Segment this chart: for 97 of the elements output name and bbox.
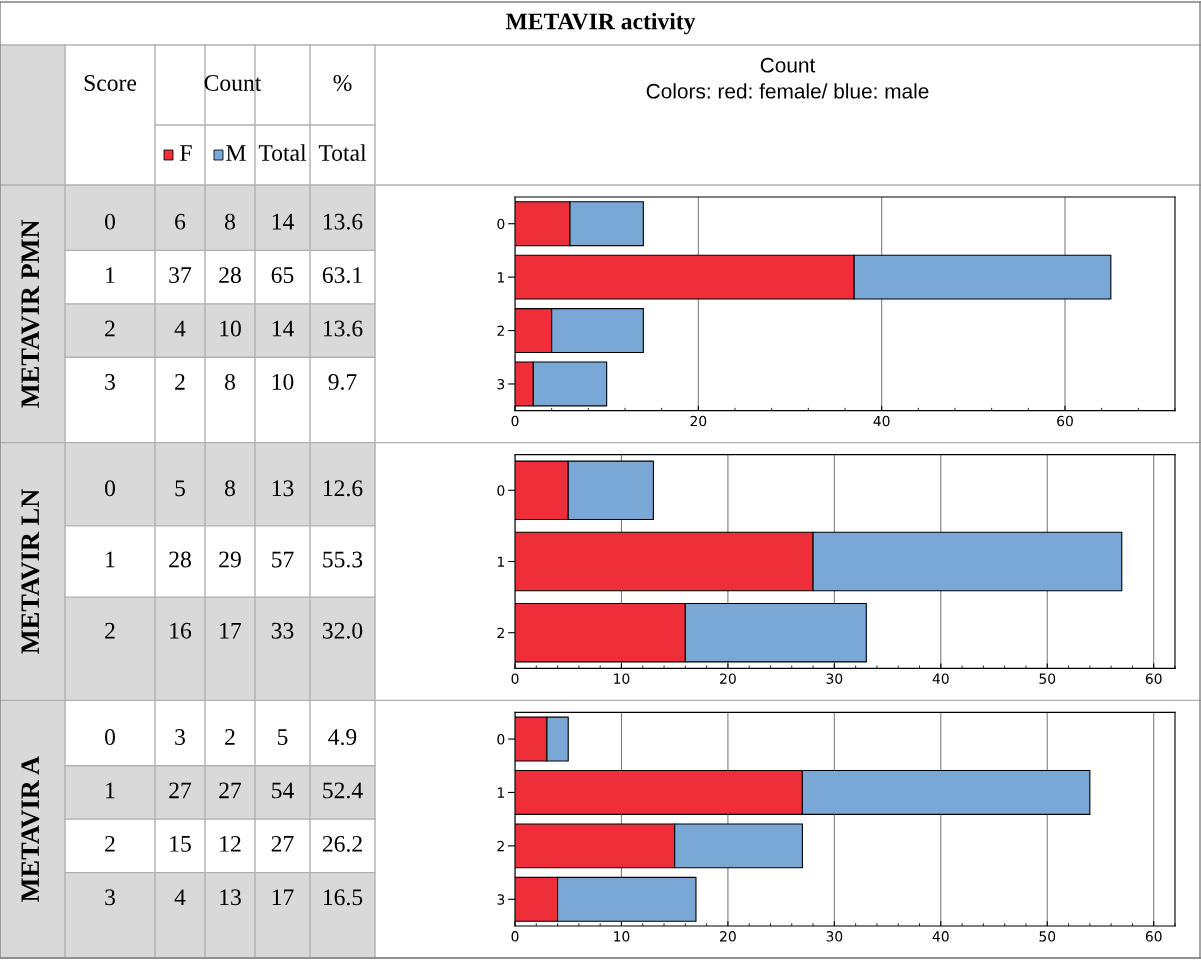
text: 33 bbox=[271, 622, 294, 639]
text: 54 bbox=[272, 782, 294, 799]
category-label: 2 bbox=[105, 320, 115, 337]
data-label: 29 bbox=[219, 551, 241, 568]
category-label: 1 bbox=[106, 551, 115, 568]
text: 57 bbox=[272, 551, 294, 568]
data-label: 15 bbox=[170, 835, 191, 852]
y-tick-label: 1 bbox=[497, 272, 504, 283]
text: 17 bbox=[272, 889, 294, 905]
category-label: 3 bbox=[105, 374, 115, 390]
data-label: 28 bbox=[219, 267, 241, 284]
x-tick-label: 20 bbox=[720, 931, 736, 942]
data-label: 8 bbox=[225, 373, 235, 390]
data-label: 12 bbox=[220, 835, 241, 852]
category-label: 1 bbox=[106, 782, 115, 799]
text: 63.1 bbox=[322, 267, 362, 284]
text: Total bbox=[258, 144, 307, 161]
text: 14 bbox=[272, 213, 294, 230]
y-axis-title: METAVIR PMN bbox=[21, 219, 40, 408]
text: 9.7 bbox=[328, 374, 357, 390]
x-tick-label: 40 bbox=[873, 415, 890, 427]
text: 13.6 bbox=[323, 320, 363, 337]
x-tick-label: 10 bbox=[614, 673, 630, 684]
text: 52.4 bbox=[323, 782, 363, 799]
y-tick-label: 0 bbox=[497, 734, 505, 745]
y-tick-label: 1 bbox=[497, 787, 504, 798]
data-label: 10 bbox=[220, 320, 241, 337]
text: 26.2 bbox=[322, 835, 362, 852]
x-tick-label: 40 bbox=[932, 931, 949, 942]
category-label: 3 bbox=[105, 889, 115, 906]
data-label: 6 bbox=[175, 213, 186, 230]
text: Count bbox=[204, 75, 262, 91]
x-tick-label: 0 bbox=[511, 415, 519, 427]
category-label: 2 bbox=[105, 622, 115, 639]
text: 65 bbox=[271, 267, 294, 284]
text: 10 bbox=[272, 373, 294, 390]
data-label: 2 bbox=[225, 729, 235, 745]
category-label: 1 bbox=[106, 267, 115, 283]
category-label: 0 bbox=[105, 213, 115, 230]
data-label: 17 bbox=[220, 622, 242, 639]
x-tick-label: 30 bbox=[826, 931, 843, 942]
data-label: 13 bbox=[220, 889, 241, 906]
x-tick-label: 20 bbox=[690, 415, 707, 427]
x-tick-label: 60 bbox=[1145, 931, 1162, 942]
legend-label: F bbox=[180, 145, 192, 161]
x-tick-label: 30 bbox=[826, 673, 843, 684]
x-tick-label: 60 bbox=[1145, 673, 1162, 684]
chart-subtitle: Colors: red: female/ blue: male bbox=[646, 83, 929, 99]
category-label: 2 bbox=[105, 835, 115, 852]
text: 4.9 bbox=[328, 729, 357, 746]
y-tick-label: 0 bbox=[497, 485, 505, 496]
y-tick-label: 2 bbox=[497, 325, 504, 336]
text: 14 bbox=[272, 320, 294, 337]
y-tick-label: 2 bbox=[497, 627, 504, 638]
data-label: 2 bbox=[175, 374, 185, 390]
text: % bbox=[333, 74, 352, 91]
data-label: 28 bbox=[169, 551, 191, 568]
text: 55.3 bbox=[323, 551, 363, 568]
text: Total bbox=[318, 144, 367, 161]
text: Score bbox=[84, 75, 137, 91]
data-label: 8 bbox=[225, 480, 235, 497]
text: 32.0 bbox=[322, 622, 363, 639]
category-label: 0 bbox=[105, 729, 115, 745]
x-tick-label: 50 bbox=[1039, 931, 1056, 942]
text: 16.5 bbox=[323, 889, 363, 906]
data-label: 16 bbox=[170, 622, 192, 639]
text: 13.6 bbox=[323, 213, 363, 230]
text: 27 bbox=[271, 835, 294, 852]
text: 5 bbox=[277, 729, 288, 745]
y-axis-title: METAVIR LN bbox=[21, 489, 40, 654]
data-label: 5 bbox=[175, 480, 185, 497]
category-label: 0 bbox=[105, 480, 115, 497]
x-tick-label: 20 bbox=[720, 673, 736, 684]
x-tick-label: 0 bbox=[511, 931, 519, 942]
y-tick-label: 0 bbox=[497, 218, 505, 230]
data-label: 8 bbox=[225, 213, 235, 230]
x-tick-label: 50 bbox=[1039, 673, 1056, 684]
x-tick-label: 10 bbox=[614, 931, 630, 942]
data-label: 4 bbox=[174, 889, 186, 905]
y-axis-title: METAVIR A bbox=[21, 756, 40, 902]
chart-title: METAVIR activity bbox=[505, 12, 696, 35]
x-tick-label: 60 bbox=[1057, 415, 1073, 427]
text: 12.6 bbox=[323, 480, 363, 497]
data-label: 3 bbox=[175, 729, 185, 745]
data-label: 37 bbox=[169, 267, 192, 284]
x-tick-label: 40 bbox=[932, 673, 949, 684]
y-tick-label: 3 bbox=[497, 894, 505, 905]
legend-label: M bbox=[226, 145, 246, 161]
x-tick-label: 0 bbox=[511, 673, 519, 684]
x-axis-title: Count bbox=[760, 57, 816, 73]
data-label: 27 bbox=[219, 782, 242, 799]
data-label: 4 bbox=[174, 320, 186, 337]
data-label: 27 bbox=[169, 782, 192, 799]
y-tick-label: 2 bbox=[497, 840, 504, 852]
text: 13 bbox=[272, 480, 294, 497]
y-tick-label: 1 bbox=[497, 556, 504, 567]
y-tick-label: 3 bbox=[497, 378, 505, 390]
